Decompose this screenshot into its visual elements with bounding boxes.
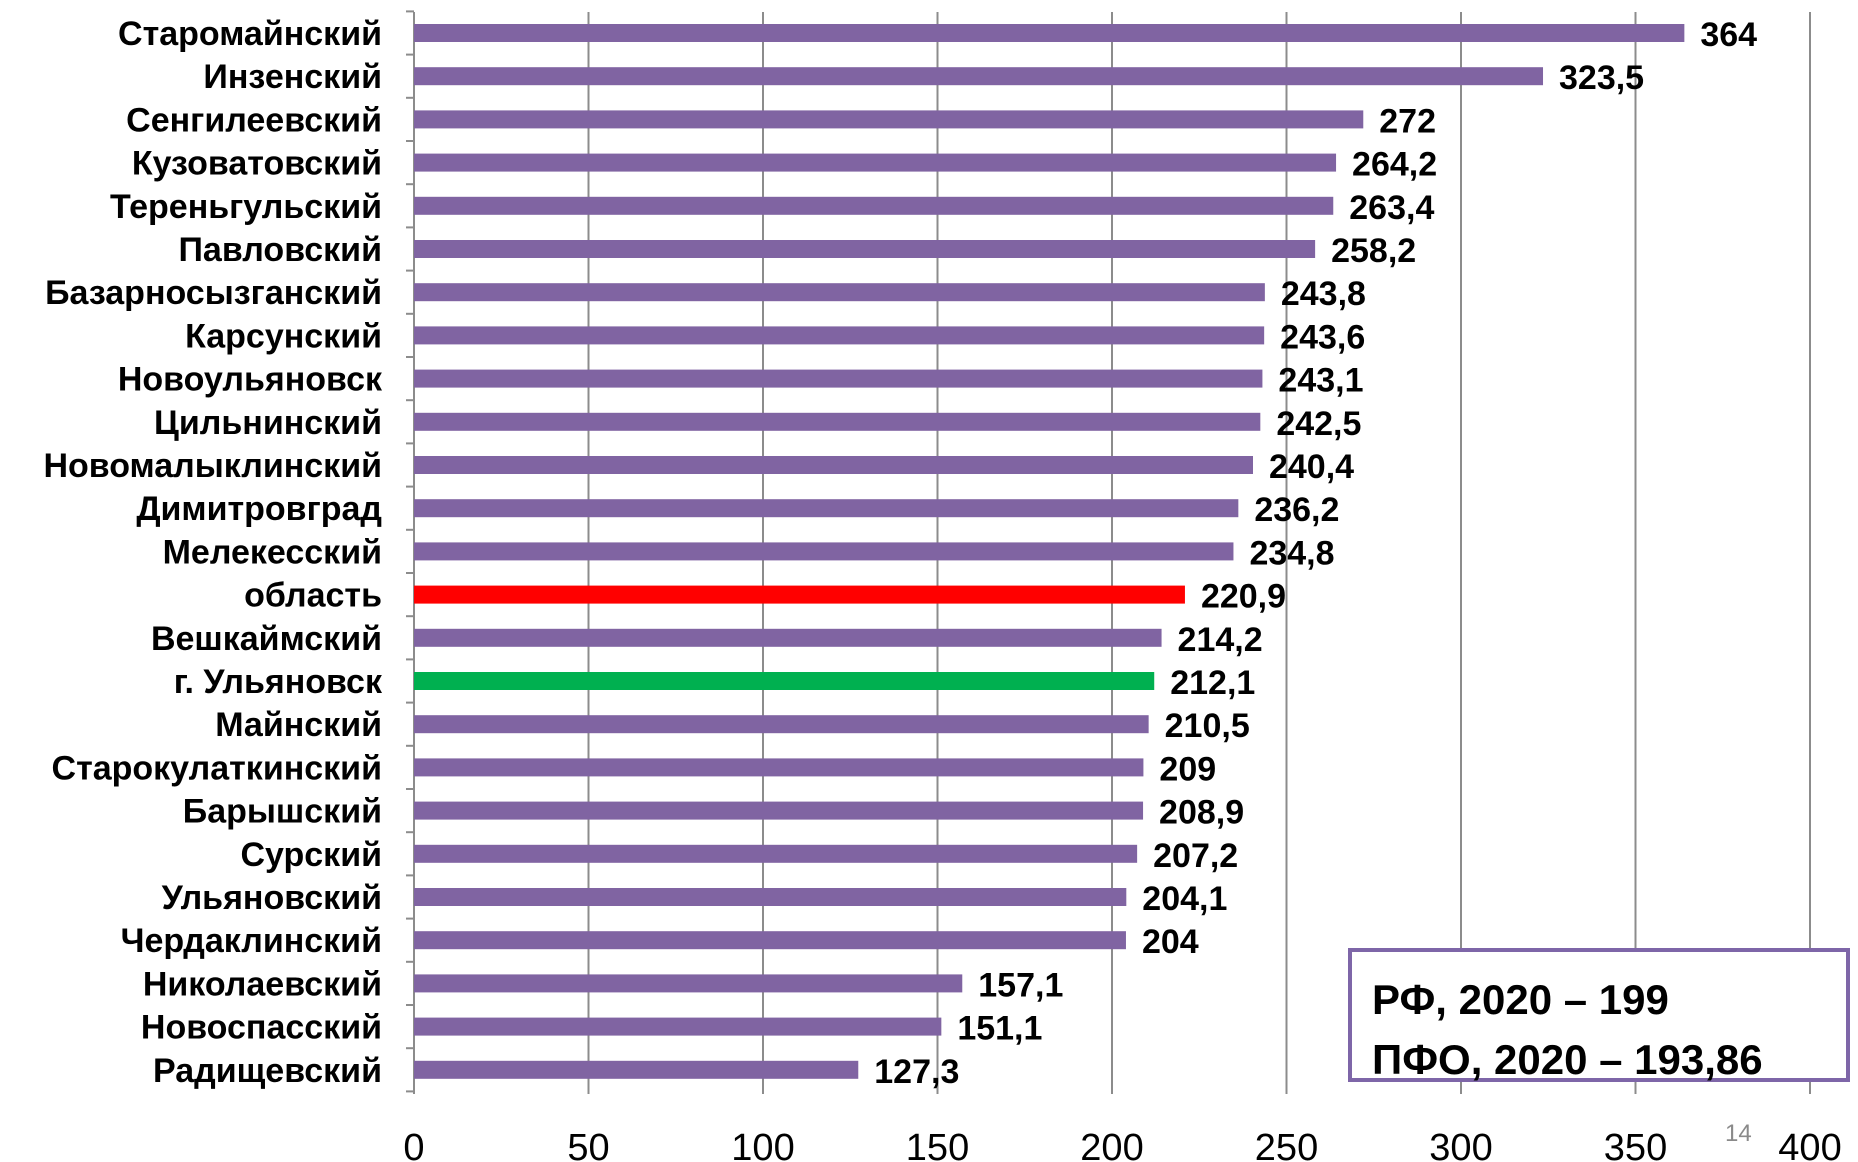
category-label: Старомайнский <box>118 15 382 53</box>
bars <box>414 24 1685 1079</box>
value-label: 272 <box>1379 102 1436 140</box>
x-tick-label: 50 <box>567 1127 609 1162</box>
bar <box>414 326 1265 345</box>
bar <box>414 542 1234 561</box>
value-label: 212,1 <box>1170 664 1255 702</box>
category-label: Цильнинский <box>154 404 382 442</box>
value-label: 263,4 <box>1349 189 1434 227</box>
x-tick-label: 350 <box>1604 1127 1667 1162</box>
value-label: 220,9 <box>1201 578 1286 616</box>
category-label: Радищевский <box>153 1052 382 1090</box>
reference-rf: РФ, 2020 – 199 <box>1372 976 1669 1023</box>
page-number: 14 <box>1725 1120 1752 1147</box>
bar <box>414 412 1261 431</box>
category-label: Барышский <box>183 793 382 831</box>
bar <box>414 585 1185 604</box>
value-label: 151,1 <box>957 1010 1042 1048</box>
value-labels: 364 323,5 272 264,2 263,4 258,2 243,8 243,6 243,… <box>874 16 1757 1091</box>
value-label: 323,5 <box>1559 59 1644 97</box>
category-label: Базарносызганский <box>45 274 382 312</box>
bar <box>414 1060 859 1079</box>
bar <box>414 67 1544 86</box>
x-tick-label: 200 <box>1080 1127 1143 1162</box>
bar <box>414 24 1685 42</box>
bar <box>414 196 1334 215</box>
category-label: Павловский <box>178 231 382 269</box>
value-label: 204,1 <box>1142 880 1227 918</box>
value-label: 234,8 <box>1249 534 1334 572</box>
value-label: 127,3 <box>874 1053 959 1091</box>
value-label: 208,9 <box>1159 794 1244 832</box>
bar <box>414 888 1127 906</box>
bar <box>414 801 1144 820</box>
bar <box>414 672 1155 690</box>
axes <box>406 10 415 1094</box>
bar <box>414 240 1316 258</box>
value-label: 204 <box>1142 923 1199 961</box>
value-label: 240,4 <box>1269 448 1354 486</box>
bar <box>414 456 1253 474</box>
category-label: Новомалыклинский <box>43 447 382 485</box>
category-label: Старокулаткинский <box>52 749 382 787</box>
category-label: Мелекесский <box>163 533 382 571</box>
category-label: Сенгилеевский <box>126 101 382 139</box>
x-tick-label: 400 <box>1778 1127 1841 1162</box>
bar <box>414 715 1149 734</box>
category-label: Николаевский <box>143 965 382 1003</box>
value-label: 264,2 <box>1352 146 1437 184</box>
category-label: Димитровград <box>136 490 382 528</box>
value-label: 242,5 <box>1276 405 1361 443</box>
value-label: 258,2 <box>1331 232 1416 270</box>
reference-pfo: ПФО, 2020 – 193,86 <box>1372 1036 1763 1083</box>
reference-values-box: РФ, 2020 – 199 ПФО, 2020 – 193,86 <box>1348 948 1850 1083</box>
value-label: 243,8 <box>1281 275 1366 313</box>
bar <box>414 1017 942 1036</box>
category-label: Карсунский <box>185 317 382 355</box>
category-label: Инзенский <box>203 58 382 96</box>
bar <box>414 110 1364 129</box>
category-label: Кузоватовский <box>132 145 382 183</box>
x-tick-label: 300 <box>1429 1127 1492 1162</box>
value-label: 236,2 <box>1254 491 1339 529</box>
category-label: Ульяновский <box>162 879 382 917</box>
bar <box>414 283 1265 302</box>
x-tick-label: 100 <box>731 1127 794 1162</box>
x-tick-labels: 0 50 100 150 200 250 300 350 400 <box>403 1127 1841 1162</box>
category-label: Майнский <box>215 706 382 744</box>
bar <box>414 931 1126 950</box>
value-label: 214,2 <box>1178 621 1263 659</box>
category-label: Вешкаймский <box>151 620 382 658</box>
bar <box>414 153 1337 172</box>
category-label: область <box>244 577 382 615</box>
category-label: Сурский <box>240 836 382 874</box>
bar <box>414 628 1162 647</box>
bar <box>414 758 1144 777</box>
category-label: Новоспасский <box>141 1009 382 1047</box>
x-tick-label: 0 <box>403 1127 424 1162</box>
category-label: г. Ульяновск <box>174 663 383 701</box>
bar <box>414 844 1138 863</box>
bar <box>414 974 963 993</box>
bar <box>414 369 1263 388</box>
value-label: 207,2 <box>1153 837 1238 875</box>
value-label: 243,1 <box>1278 362 1363 400</box>
category-label: Тереньгульский <box>110 188 382 226</box>
category-labels: Старомайнский Инзенский Сенгилеевский Кузов… <box>43 15 383 1090</box>
value-label: 243,6 <box>1280 318 1365 356</box>
value-label: 157,1 <box>978 966 1063 1004</box>
bar <box>414 499 1239 518</box>
value-label: 210,5 <box>1165 707 1250 745</box>
category-label: Новоульяновск <box>118 361 383 399</box>
x-tick-label: 250 <box>1255 1127 1318 1162</box>
value-label: 209 <box>1159 750 1216 788</box>
x-tick-label: 150 <box>906 1127 969 1162</box>
category-label: Чердаклинский <box>121 922 382 960</box>
value-label: 364 <box>1700 16 1757 54</box>
